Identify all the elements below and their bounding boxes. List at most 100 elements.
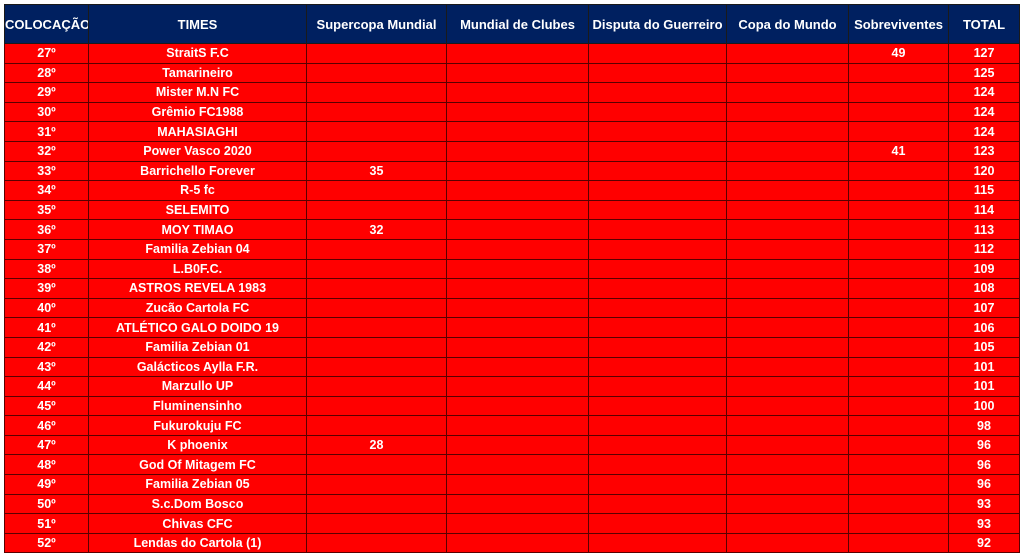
copa-do-mundo-cell <box>726 434 849 456</box>
mundial-de-clubes-cell <box>446 101 589 123</box>
rank-cell: 39º <box>4 278 89 299</box>
mundial-de-clubes-cell <box>446 454 589 476</box>
sobreviventes-cell <box>848 180 949 201</box>
supercopa-mundial-cell <box>306 336 447 358</box>
table-row: 36º MOY TIMAO 32 113 <box>4 219 1020 240</box>
supercopa-mundial-cell: 35 <box>306 160 447 182</box>
ranking-table: COLOCAÇÃO TIMES Supercopa Mundial Mundial d… <box>4 4 1020 554</box>
mundial-de-clubes-cell <box>446 395 589 417</box>
sobreviventes-cell <box>848 199 949 221</box>
disputa-do-guerreiro-cell <box>588 62 727 84</box>
disputa-do-guerreiro-cell <box>588 43 727 64</box>
rank-cell: 40º <box>4 297 89 319</box>
total-cell: 93 <box>948 493 1020 515</box>
copa-do-mundo-cell <box>726 43 849 64</box>
mundial-de-clubes-cell <box>446 493 589 515</box>
mundial-de-clubes-cell <box>446 415 589 436</box>
team-cell: Familia Zebian 04 <box>88 238 307 260</box>
team-cell: Mister M.N FC <box>88 82 307 103</box>
copa-do-mundo-cell <box>726 101 849 123</box>
mundial-de-clubes-cell <box>446 474 589 495</box>
sobreviventes-cell <box>848 336 949 358</box>
rank-cell: 30º <box>4 101 89 123</box>
disputa-do-guerreiro-cell <box>588 415 727 436</box>
supercopa-mundial-cell <box>306 454 447 476</box>
disputa-do-guerreiro-cell <box>588 160 727 182</box>
total-cell: 92 <box>948 532 1020 554</box>
sobreviventes-cell <box>848 278 949 299</box>
total-cell: 101 <box>948 376 1020 397</box>
copa-do-mundo-cell <box>726 82 849 103</box>
sobreviventes-cell: 49 <box>848 43 949 64</box>
sobreviventes-cell <box>848 415 949 436</box>
rank-cell: 29º <box>4 82 89 103</box>
column-header-copa-do-mundo: Copa do Mundo <box>726 4 849 44</box>
rank-cell: 38º <box>4 258 89 280</box>
team-cell: Galácticos Aylla F.R. <box>88 356 307 378</box>
rank-cell: 45º <box>4 395 89 417</box>
mundial-de-clubes-cell <box>446 336 589 358</box>
copa-do-mundo-cell <box>726 454 849 476</box>
disputa-do-guerreiro-cell <box>588 297 727 319</box>
table-row: 45º Fluminensinho 100 <box>4 395 1020 417</box>
total-cell: 107 <box>948 297 1020 319</box>
supercopa-mundial-cell <box>306 62 447 84</box>
sobreviventes-cell <box>848 376 949 397</box>
team-cell: Lendas do Cartola (1) <box>88 532 307 554</box>
sobreviventes-cell <box>848 395 949 417</box>
sobreviventes-cell <box>848 258 949 280</box>
copa-do-mundo-cell <box>726 258 849 280</box>
sobreviventes-cell <box>848 62 949 84</box>
team-cell: God Of Mitagem FC <box>88 454 307 476</box>
sobreviventes-cell <box>848 297 949 319</box>
mundial-de-clubes-cell <box>446 532 589 554</box>
table-row: 43º Galácticos Aylla F.R. 101 <box>4 356 1020 378</box>
table-row: 27º StraitS F.C 49 127 <box>4 43 1020 64</box>
mundial-de-clubes-cell <box>446 82 589 103</box>
mundial-de-clubes-cell <box>446 160 589 182</box>
rank-cell: 52º <box>4 532 89 554</box>
total-cell: 106 <box>948 317 1020 338</box>
column-header-total: TOTAL <box>948 4 1020 44</box>
team-cell: R-5 fc <box>88 180 307 201</box>
table-row: 52º Lendas do Cartola (1) 92 <box>4 532 1020 554</box>
sobreviventes-cell <box>848 474 949 495</box>
rank-cell: 49º <box>4 474 89 495</box>
disputa-do-guerreiro-cell <box>588 258 727 280</box>
table-row: 47º K phoenix 28 96 <box>4 434 1020 456</box>
table-row: 46º Fukurokuju FC 98 <box>4 415 1020 436</box>
team-cell: Fluminensinho <box>88 395 307 417</box>
supercopa-mundial-cell <box>306 376 447 397</box>
team-cell: Zucão Cartola FC <box>88 297 307 319</box>
total-cell: 105 <box>948 336 1020 358</box>
table-row: 38º L.B0F.C. 109 <box>4 258 1020 280</box>
copa-do-mundo-cell <box>726 140 849 162</box>
disputa-do-guerreiro-cell <box>588 454 727 476</box>
supercopa-mundial-cell <box>306 43 447 64</box>
sobreviventes-cell <box>848 513 949 534</box>
supercopa-mundial-cell <box>306 513 447 534</box>
rank-cell: 33º <box>4 160 89 182</box>
sobreviventes-cell <box>848 238 949 260</box>
copa-do-mundo-cell <box>726 513 849 534</box>
sobreviventes-cell <box>848 101 949 123</box>
sobreviventes-cell <box>848 160 949 182</box>
team-cell: ATLÉTICO GALO DOIDO 19 <box>88 317 307 338</box>
total-cell: 108 <box>948 278 1020 299</box>
disputa-do-guerreiro-cell <box>588 493 727 515</box>
sobreviventes-cell <box>848 493 949 515</box>
team-cell: MAHASIAGHI <box>88 121 307 142</box>
team-cell: SELEMITO <box>88 199 307 221</box>
table-row: 42º Familia Zebian 01 105 <box>4 336 1020 358</box>
rank-cell: 34º <box>4 180 89 201</box>
rank-cell: 46º <box>4 415 89 436</box>
disputa-do-guerreiro-cell <box>588 356 727 378</box>
total-cell: 127 <box>948 43 1020 64</box>
table-row: 35º SELEMITO 114 <box>4 199 1020 221</box>
total-cell: 124 <box>948 82 1020 103</box>
disputa-do-guerreiro-cell <box>588 180 727 201</box>
mundial-de-clubes-cell <box>446 62 589 84</box>
disputa-do-guerreiro-cell <box>588 395 727 417</box>
rank-cell: 48º <box>4 454 89 476</box>
rank-cell: 36º <box>4 219 89 240</box>
